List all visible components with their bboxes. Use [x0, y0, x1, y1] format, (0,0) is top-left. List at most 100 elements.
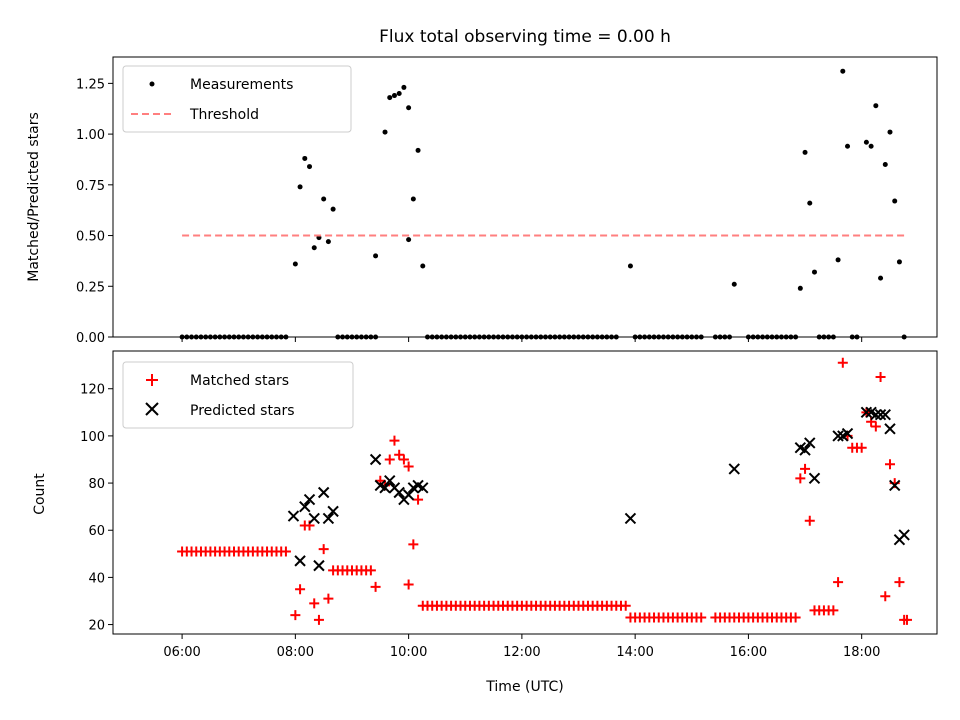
top-legend: Measurements Threshold — [122, 65, 352, 133]
matched-star-point — [318, 544, 329, 555]
predicted-star-point — [870, 408, 882, 421]
bottom-y-tick-label: 40 — [88, 571, 105, 586]
matched-star-point — [884, 459, 895, 470]
measurement-point — [896, 259, 902, 265]
matched-star-point — [403, 461, 414, 472]
measurement-point — [420, 263, 426, 269]
predicted-star-point — [313, 559, 325, 572]
predicted-star-point — [799, 444, 811, 456]
measurement-point — [811, 269, 817, 275]
measurement-point — [887, 129, 893, 135]
measurement-point — [802, 149, 808, 155]
bottom-y-tick-label: 100 — [80, 430, 105, 445]
legend-x-marker — [145, 402, 159, 416]
x-tick-label: 06:00 — [163, 645, 200, 660]
matched-star-point — [795, 473, 806, 484]
top-y-tick-label: 1.00 — [76, 128, 105, 143]
x-axis-label: Time (UTC) — [485, 679, 563, 695]
matched-star-point — [413, 494, 424, 505]
predicted-star-point — [874, 408, 887, 421]
legend-dot-marker — [149, 81, 155, 87]
matched-star-point — [790, 612, 801, 623]
measurement-point — [807, 200, 813, 206]
measurement-point — [863, 139, 869, 145]
predicted-star-point — [898, 529, 910, 541]
predicted-star-point — [327, 505, 339, 518]
top-y-tick-label: 0.00 — [76, 331, 105, 346]
top-axes-frame — [112, 56, 938, 338]
measurement-point — [882, 162, 888, 168]
measurement-point — [302, 155, 308, 161]
predicted-star-point — [384, 475, 396, 487]
predicted-star-point — [299, 500, 311, 513]
matched-star-point — [880, 591, 891, 602]
legend-label-measurements: Measurements — [190, 77, 293, 93]
predicted-star-point — [841, 427, 854, 440]
predicted-star-point — [884, 423, 896, 435]
measurement-point — [373, 253, 379, 259]
measurement-point — [325, 239, 331, 245]
matched-star-point — [280, 546, 291, 557]
top-panel: Flux total observing time = 0.00 h Match… — [26, 27, 938, 346]
bottom-legend-box — [122, 361, 354, 429]
measurement-point — [835, 257, 841, 263]
matched-star-point — [290, 610, 301, 621]
measurement-point — [845, 143, 851, 149]
top-y-tick-label: 0.25 — [76, 280, 105, 295]
matched-star-point — [837, 357, 848, 368]
top-legend-box — [122, 65, 352, 133]
bottom-panel: Count Time (UTC) 20 40 60 80 100 120 06:00 08:0… — [32, 350, 938, 695]
bottom-plot-area: 20 40 60 80 100 120 06:00 08:00 10:00 12:00 14:00 1… — [80, 357, 912, 660]
matched-star-point — [856, 442, 867, 453]
bottom-y-axis-label: Count — [32, 473, 48, 515]
bottom-y-tick-label: 120 — [80, 383, 105, 398]
matched-star-point — [620, 600, 631, 611]
predicted-star-point — [287, 510, 300, 522]
matched-star-point — [800, 463, 811, 474]
measurement-point — [311, 245, 317, 251]
predicted-star-point — [317, 486, 330, 499]
measurement-point — [396, 91, 402, 97]
measurement-point — [873, 103, 879, 109]
measurement-point — [382, 129, 388, 135]
matched-star-point — [295, 584, 306, 595]
bottom-legend: Matched stars Predicted stars — [122, 361, 354, 429]
matched-star-point — [828, 605, 839, 616]
measurement-point — [840, 68, 846, 74]
x-tick-label: 18:00 — [843, 645, 880, 660]
measurement-point — [878, 275, 884, 281]
legend-label-threshold: Threshold — [189, 107, 259, 123]
measurement-point — [387, 95, 393, 101]
measurement-point — [892, 198, 898, 204]
predicted-star-point — [369, 453, 382, 466]
top-y-tick-label: 0.75 — [76, 179, 105, 194]
measurement-point — [406, 105, 412, 111]
measurement-point — [406, 237, 412, 243]
legend-label-predicted: Predicted stars — [190, 403, 295, 419]
top-y-tick-label: 1.25 — [76, 77, 105, 92]
measurement-point — [307, 164, 313, 170]
measurement-point — [410, 196, 416, 202]
matched-star-point — [389, 435, 400, 446]
predicted-star-point — [624, 512, 637, 525]
matched-star-point — [894, 577, 905, 588]
measurement-point — [627, 263, 633, 269]
matched-star-point — [833, 577, 844, 588]
bottom-y-tick-label: 80 — [88, 477, 105, 492]
matched-star-point — [408, 539, 419, 550]
bottom-y-tick-label: 20 — [88, 619, 105, 634]
predicted-star-point — [393, 486, 405, 499]
measurement-point — [391, 93, 397, 99]
x-tick-label: 12:00 — [503, 645, 540, 660]
chart-title: Flux total observing time = 0.00 h — [379, 27, 671, 47]
measurement-point — [797, 285, 803, 291]
measurement-point — [731, 281, 737, 287]
predicted-star-point — [808, 472, 821, 485]
measurement-point — [321, 196, 327, 202]
matched-star-point — [875, 371, 886, 382]
predicted-star-point — [294, 555, 306, 567]
x-tick-label: 08:00 — [277, 645, 314, 660]
matched-star-point — [870, 421, 881, 432]
matched-star-point — [696, 612, 707, 623]
predicted-star-point — [832, 430, 844, 442]
